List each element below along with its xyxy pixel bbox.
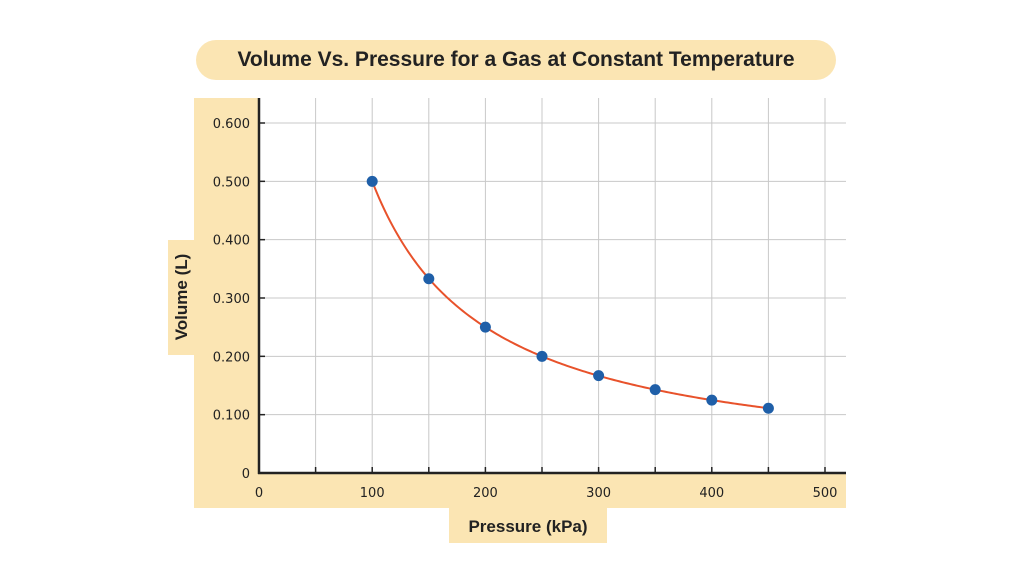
y-tick-label: 0.200 xyxy=(213,350,250,365)
x-tick-label: 400 xyxy=(699,486,724,501)
x-tick-band xyxy=(194,473,846,508)
data-point xyxy=(479,321,491,333)
y-tick-label: 0.400 xyxy=(213,234,250,249)
chart-title: Volume Vs. Pressure for a Gas at Constan… xyxy=(196,40,836,80)
y-axis-label: Volume (L) xyxy=(172,254,191,341)
y-tick-label: 0.300 xyxy=(213,292,250,307)
x-axis-label-bg xyxy=(449,508,607,543)
x-tick-label: 0 xyxy=(255,486,263,501)
x-tick-label: 100 xyxy=(360,486,385,501)
y-tick-band xyxy=(194,98,259,508)
data-point xyxy=(706,394,718,406)
x-tick-label: 300 xyxy=(586,486,611,501)
y-tick-label: 0.600 xyxy=(213,117,250,132)
data-point xyxy=(649,384,661,396)
data-point xyxy=(593,370,605,382)
x-tick-label: 200 xyxy=(473,486,498,501)
y-axis-label-bg xyxy=(168,240,196,355)
data-point xyxy=(366,175,378,187)
data-point xyxy=(423,273,435,285)
x-axis-label: Pressure (kPa) xyxy=(468,517,587,536)
series-line xyxy=(371,180,769,410)
data-point xyxy=(536,350,548,362)
y-tick-label: 0.500 xyxy=(213,175,250,190)
y-tick-label: 0.100 xyxy=(213,409,250,424)
data-point xyxy=(762,402,774,414)
x-tick-label: 500 xyxy=(813,486,838,501)
y-tick-label: 0 xyxy=(242,467,250,482)
